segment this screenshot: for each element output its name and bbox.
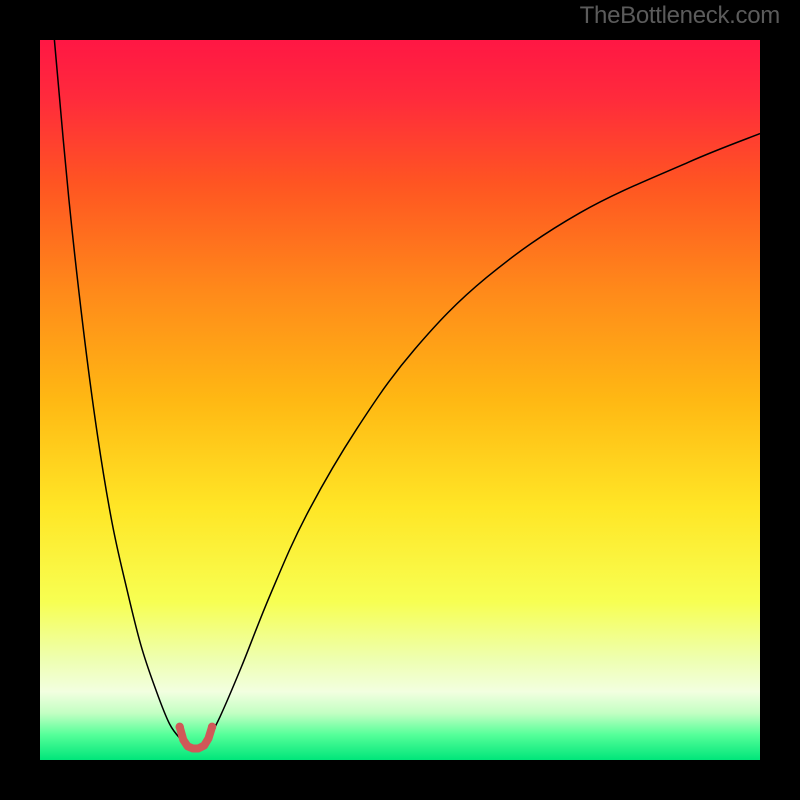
chart-container: TheBottleneck.com [0,0,800,800]
bottleneck-chart [0,0,800,800]
plot-area [40,40,760,760]
watermark-text: TheBottleneck.com [580,2,780,30]
